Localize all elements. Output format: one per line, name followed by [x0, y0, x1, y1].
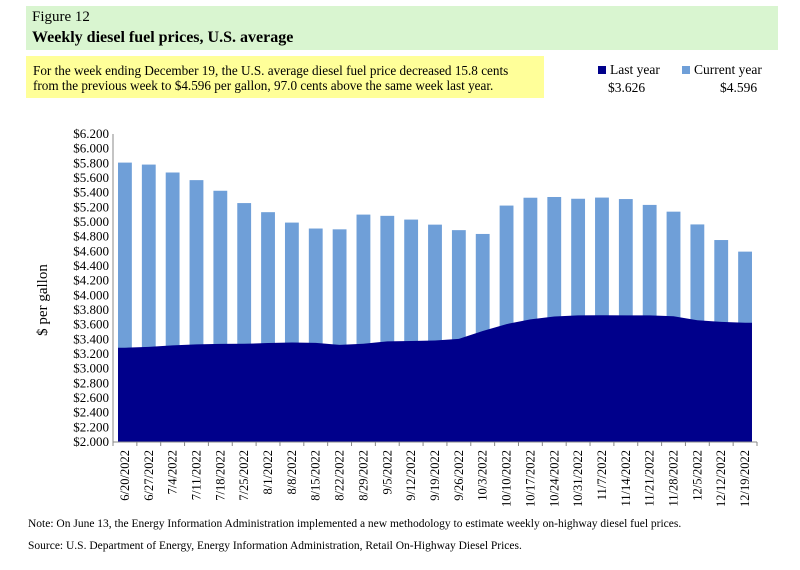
y-tick-label: $4.400 — [73, 258, 109, 273]
legend-value-last-year: $3.626 — [608, 80, 646, 95]
x-tick-label: 10/17/2022 — [523, 450, 537, 507]
summary-line-2: from the previous week to $4.596 per gal… — [33, 78, 494, 93]
footnote: Note: On June 13, the Energy Information… — [28, 518, 682, 530]
y-tick-label: $6.000 — [73, 141, 109, 156]
y-tick-label: $5.000 — [73, 214, 109, 229]
legend-swatch-last-year — [598, 66, 606, 74]
figure-header: Figure 12 Weekly diesel fuel prices, U.S… — [26, 6, 778, 50]
x-tick-label: 10/3/2022 — [476, 450, 490, 501]
x-tick-label: 9/12/2022 — [404, 450, 418, 501]
y-tick-label: $3.200 — [73, 346, 109, 361]
y-tick-label: $5.800 — [73, 155, 109, 170]
x-tick-label: 11/7/2022 — [595, 450, 609, 500]
x-tick-label: 7/4/2022 — [166, 450, 180, 494]
x-tick-label: 7/25/2022 — [237, 450, 251, 501]
legend-item-current-year: Current year — [682, 62, 762, 78]
legend-item-last-year: Last year — [598, 62, 660, 78]
summary-line-1: For the week ending December 19, the U.S… — [33, 63, 509, 78]
area-last-year — [118, 315, 752, 442]
x-tick-label: 8/8/2022 — [285, 450, 299, 494]
x-tick-label: 10/10/2022 — [500, 450, 514, 507]
y-tick-label: $3.400 — [73, 331, 109, 346]
summary-box: For the week ending December 19, the U.S… — [26, 56, 544, 98]
x-tick-label: 12/12/2022 — [714, 450, 728, 507]
x-tick-label: 7/18/2022 — [213, 450, 227, 501]
x-tick-label: 9/19/2022 — [428, 450, 442, 501]
y-tick-label: $2.800 — [73, 375, 109, 390]
y-tick-label: $5.200 — [73, 199, 109, 214]
y-tick-label: $2.400 — [73, 405, 109, 420]
x-tick-label: 9/26/2022 — [452, 450, 466, 501]
x-tick-label: 11/21/2022 — [643, 450, 657, 506]
legend-label-last-year: Last year — [610, 62, 660, 77]
y-tick-label: $2.200 — [73, 419, 109, 434]
x-tick-label: 9/5/2022 — [380, 450, 394, 494]
diesel-price-chart: $2.000$2.200$2.400$2.600$2.800$3.000$3.2… — [35, 126, 758, 507]
x-tick-label: 11/14/2022 — [619, 450, 633, 506]
y-axis-label: $ per gallon — [35, 264, 51, 336]
x-tick-label: 11/28/2022 — [667, 450, 681, 506]
y-tick-label: $4.800 — [73, 229, 109, 244]
y-tick-label: $5.400 — [73, 185, 109, 200]
y-tick-label: $2.600 — [73, 390, 109, 405]
x-tick-label: 12/5/2022 — [690, 450, 704, 501]
x-tick-label: 6/20/2022 — [118, 450, 132, 501]
y-tick-label: $3.800 — [73, 302, 109, 317]
y-tick-label: $2.000 — [73, 434, 109, 449]
y-tick-label: $5.600 — [73, 170, 109, 185]
x-tick-label: 10/31/2022 — [571, 450, 585, 507]
legend-label-current-year: Current year — [694, 62, 762, 77]
x-tick-label: 8/15/2022 — [309, 450, 323, 501]
x-tick-label: 8/22/2022 — [333, 450, 347, 501]
x-tick-label: 10/24/2022 — [547, 450, 561, 507]
y-tick-label: $3.000 — [73, 361, 109, 376]
legend-value-current-year: $4.596 — [720, 80, 758, 95]
y-tick-label: $3.600 — [73, 317, 109, 332]
figure-title: Weekly diesel fuel prices, U.S. average — [32, 29, 294, 46]
source-line: Source: U.S. Department of Energy, Energ… — [28, 540, 522, 552]
y-tick-label: $4.600 — [73, 243, 109, 258]
x-tick-label: 12/19/2022 — [738, 450, 752, 507]
x-tick-label: 6/27/2022 — [142, 450, 156, 501]
figure-label: Figure 12 — [32, 9, 90, 25]
y-tick-label: $4.000 — [73, 287, 109, 302]
x-tick-label: 8/1/2022 — [261, 450, 275, 494]
x-tick-label: 8/29/2022 — [356, 450, 370, 501]
x-tick-label: 7/11/2022 — [189, 450, 203, 500]
y-tick-label: $4.200 — [73, 273, 109, 288]
legend-swatch-current-year — [682, 66, 690, 74]
y-tick-label: $6.200 — [73, 126, 109, 141]
